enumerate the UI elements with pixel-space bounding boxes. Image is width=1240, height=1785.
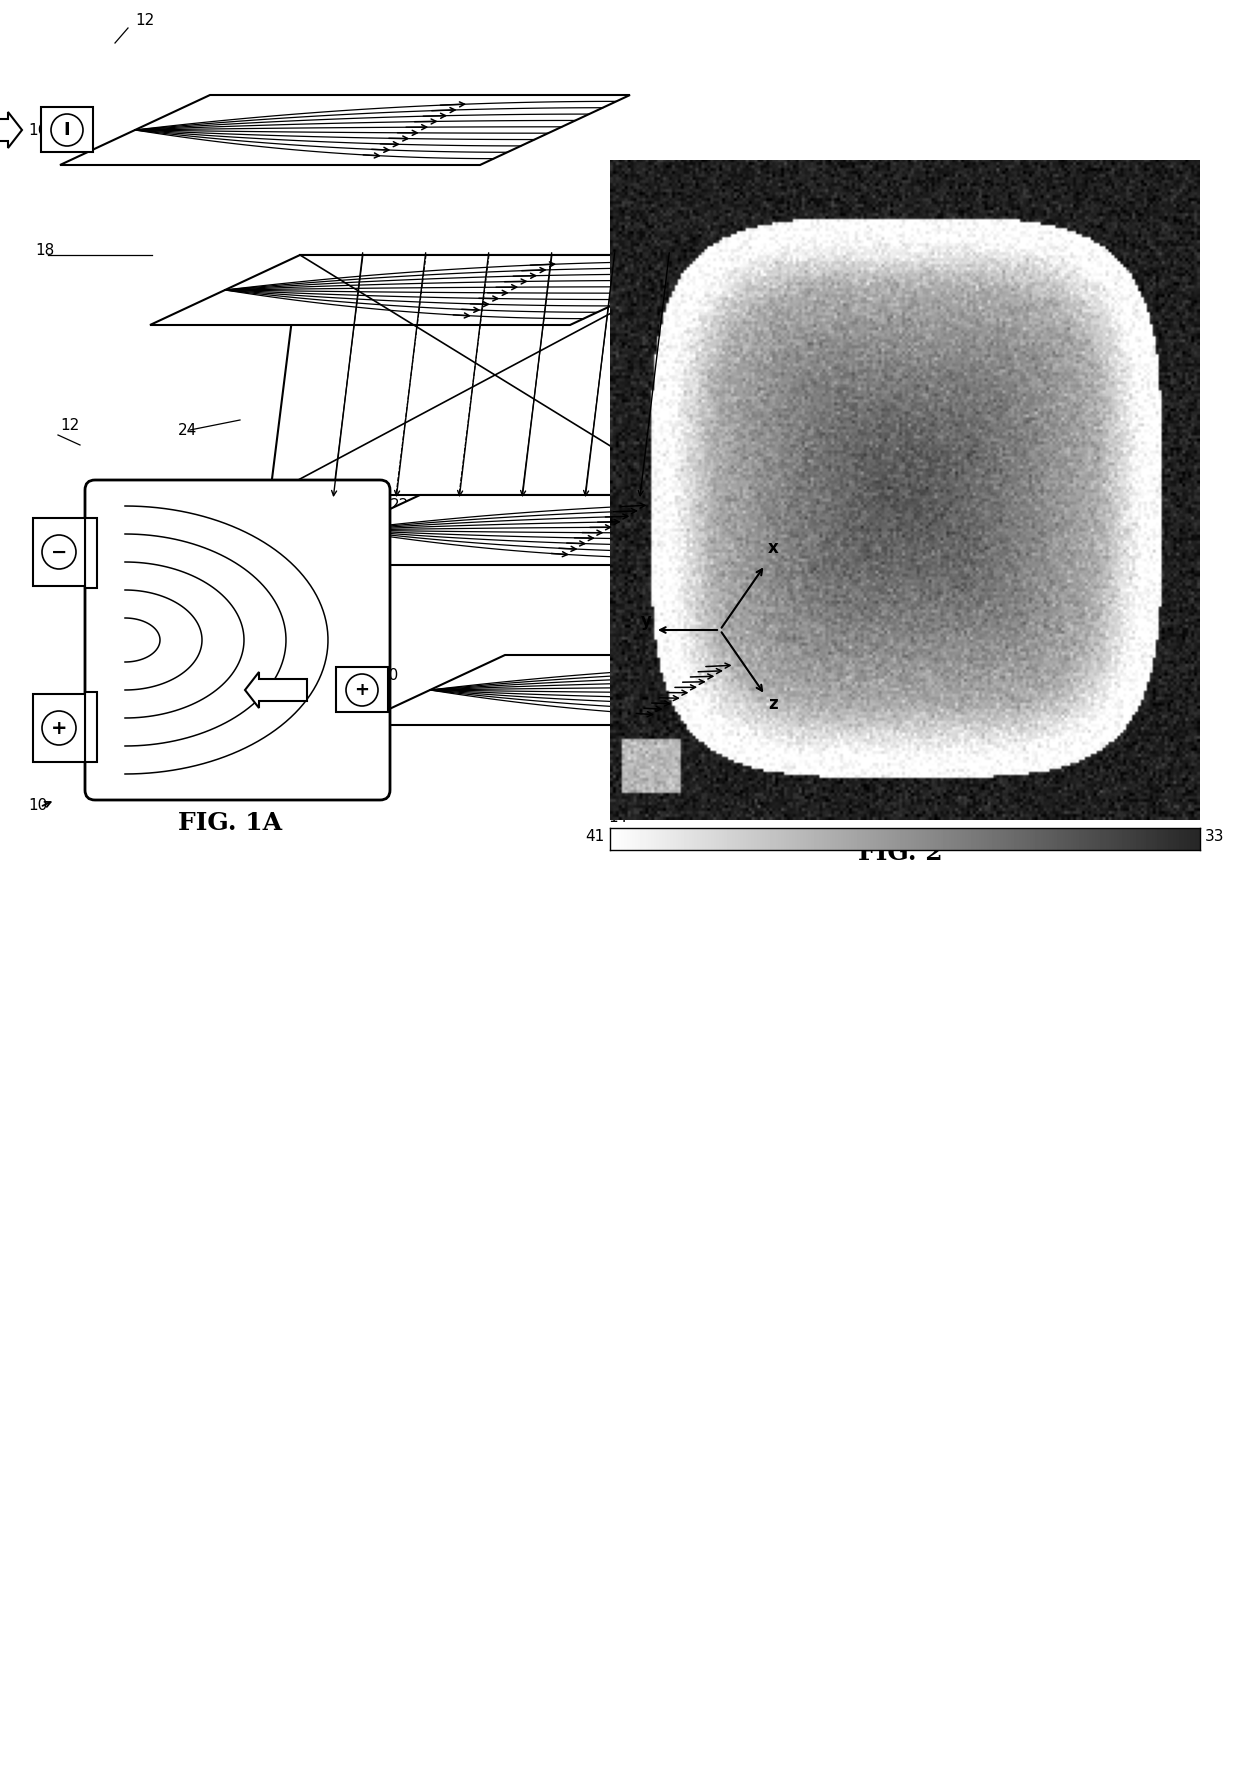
FancyBboxPatch shape — [86, 480, 391, 800]
Polygon shape — [355, 655, 925, 725]
Text: 14: 14 — [48, 559, 67, 573]
Text: 18: 18 — [35, 243, 55, 259]
Polygon shape — [150, 255, 720, 325]
Text: FIG. 2: FIG. 2 — [858, 841, 942, 866]
Text: 33: 33 — [1205, 828, 1225, 844]
Text: −: − — [51, 543, 67, 562]
Text: +: + — [355, 682, 370, 700]
Text: 20: 20 — [379, 668, 399, 684]
Text: FIG. 1B: FIG. 1B — [768, 178, 873, 202]
Bar — [86, 693, 97, 762]
Text: 12: 12 — [135, 12, 154, 29]
Text: +: + — [51, 719, 67, 737]
Polygon shape — [246, 671, 308, 709]
Bar — [33, 518, 86, 585]
Bar — [336, 668, 388, 712]
Text: z: z — [768, 694, 777, 712]
Text: 24: 24 — [179, 423, 197, 437]
Text: 12: 12 — [60, 418, 79, 434]
Polygon shape — [60, 95, 630, 164]
Polygon shape — [270, 255, 720, 494]
Bar — [33, 694, 86, 762]
Bar — [86, 518, 97, 587]
Text: FIG. 1A: FIG. 1A — [177, 810, 281, 835]
Text: 16: 16 — [29, 123, 47, 137]
Bar — [41, 107, 93, 152]
Text: 41: 41 — [585, 828, 605, 844]
Polygon shape — [0, 112, 22, 148]
Text: 10: 10 — [29, 798, 47, 812]
Text: I: I — [63, 121, 71, 139]
Text: 22: 22 — [391, 498, 409, 512]
Text: 14: 14 — [609, 810, 627, 825]
Text: y: y — [641, 612, 652, 630]
Text: 14: 14 — [350, 762, 370, 778]
Text: x: x — [768, 539, 779, 557]
Polygon shape — [270, 494, 839, 566]
